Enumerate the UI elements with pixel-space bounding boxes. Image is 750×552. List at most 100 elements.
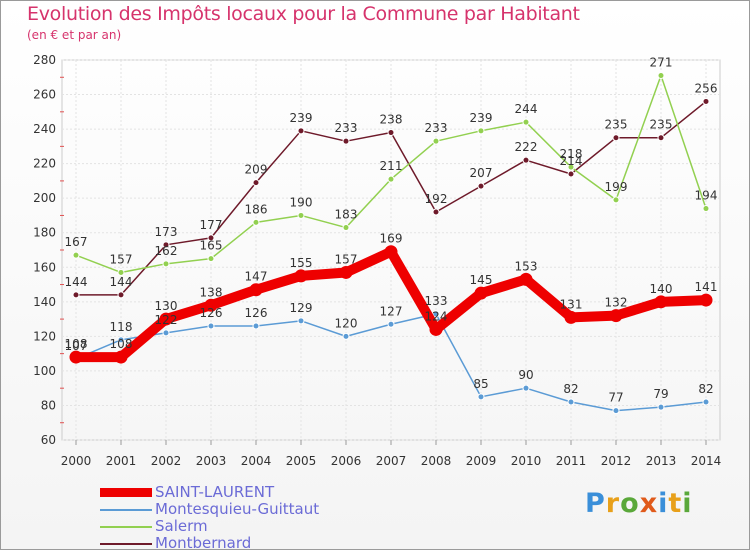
data-point (699, 293, 713, 307)
brand-logo: Proxiti (585, 488, 693, 519)
data-label: 157 (335, 252, 358, 266)
data-point (387, 129, 395, 137)
data-point (207, 255, 215, 263)
data-label: 126 (200, 306, 223, 320)
data-point (339, 265, 353, 279)
x-tick-label: 2001 (106, 454, 137, 468)
data-point (657, 72, 665, 80)
x-tick-label: 2002 (151, 454, 182, 468)
data-label: 124 (425, 309, 448, 323)
data-point (522, 118, 530, 126)
chart-title: Evolution des Impôts locaux pour la Comm… (27, 3, 580, 25)
y-tick-label: 120 (33, 329, 56, 343)
data-label: 173 (155, 225, 178, 239)
data-label: 147 (245, 270, 268, 284)
y-tick-label: 100 (33, 364, 56, 378)
data-label: 186 (245, 202, 268, 216)
data-label: 222 (515, 140, 538, 154)
data-label: 141 (695, 280, 718, 294)
data-point (654, 295, 668, 309)
data-label: 144 (110, 275, 133, 289)
data-label: 140 (650, 282, 673, 296)
legend-label: Montesquieu-Guittaut (155, 500, 320, 518)
data-label: 194 (695, 189, 718, 203)
data-point (384, 245, 398, 259)
data-point (477, 182, 485, 190)
x-tick-label: 2007 (376, 454, 407, 468)
data-point (429, 322, 443, 336)
x-tick-label: 2006 (331, 454, 362, 468)
data-label: 132 (605, 296, 628, 310)
data-point (567, 398, 575, 406)
data-label: 214 (560, 154, 583, 168)
data-label: 238 (380, 113, 403, 127)
data-point (612, 407, 620, 415)
data-label: 85 (473, 377, 488, 391)
y-tick-label: 200 (33, 191, 56, 205)
x-tick-label: 2014 (691, 454, 722, 468)
y-tick-label: 280 (33, 53, 56, 67)
y-tick-label: 180 (33, 226, 56, 240)
x-tick-label: 2013 (646, 454, 677, 468)
data-label: 131 (560, 297, 583, 311)
data-label: 90 (518, 368, 533, 382)
x-tick-label: 2003 (196, 454, 227, 468)
legend-swatch (100, 526, 152, 528)
data-label: 207 (470, 166, 493, 180)
data-point (249, 283, 263, 297)
data-label: 153 (515, 259, 538, 273)
data-point (342, 224, 350, 232)
data-point (117, 268, 125, 276)
data-point (609, 309, 623, 323)
brand-letter: t (668, 488, 683, 519)
data-point (207, 322, 215, 330)
brand-letter: r (605, 488, 621, 519)
brand-letter: x (639, 488, 659, 519)
brand-letter: i (658, 488, 669, 519)
data-point (297, 211, 305, 219)
data-point (162, 241, 170, 249)
data-point (567, 163, 575, 171)
data-label: 165 (200, 239, 223, 253)
data-label: 162 (155, 244, 178, 258)
data-label: 127 (380, 304, 403, 318)
data-label: 177 (200, 218, 223, 232)
data-label: 218 (560, 147, 583, 161)
y-tick-label: 260 (33, 88, 56, 102)
data-label: 169 (380, 232, 403, 246)
brand-letter: o (620, 488, 640, 519)
data-label: 192 (425, 192, 448, 206)
data-label: 239 (290, 111, 313, 125)
data-point (252, 179, 260, 187)
x-tick-label: 2005 (286, 454, 317, 468)
data-label: 129 (290, 301, 313, 315)
data-label: 126 (245, 306, 268, 320)
data-point (297, 317, 305, 325)
data-point (702, 398, 710, 406)
data-point (702, 97, 710, 105)
data-label: 145 (470, 273, 493, 287)
data-label: 271 (650, 56, 673, 70)
data-label: 108 (65, 337, 88, 351)
brand-letter: i (682, 488, 693, 519)
x-tick-label: 2012 (601, 454, 632, 468)
y-tick-label: 80 (41, 398, 56, 412)
data-point (474, 286, 488, 300)
brand-letter: P (585, 488, 606, 519)
data-label: 239 (470, 111, 493, 125)
x-tick-label: 2000 (61, 454, 92, 468)
data-point (564, 310, 578, 324)
data-point (117, 336, 125, 344)
data-label: 133 (425, 294, 448, 308)
data-label: 122 (155, 313, 178, 327)
y-tick-label: 160 (33, 260, 56, 274)
data-label: 183 (335, 208, 358, 222)
data-label: 82 (563, 382, 578, 396)
data-label: 144 (65, 275, 88, 289)
data-label: 233 (335, 121, 358, 135)
legend-swatch (100, 488, 152, 497)
data-label: 167 (65, 235, 88, 249)
data-label: 190 (290, 195, 313, 209)
data-point (117, 291, 125, 299)
